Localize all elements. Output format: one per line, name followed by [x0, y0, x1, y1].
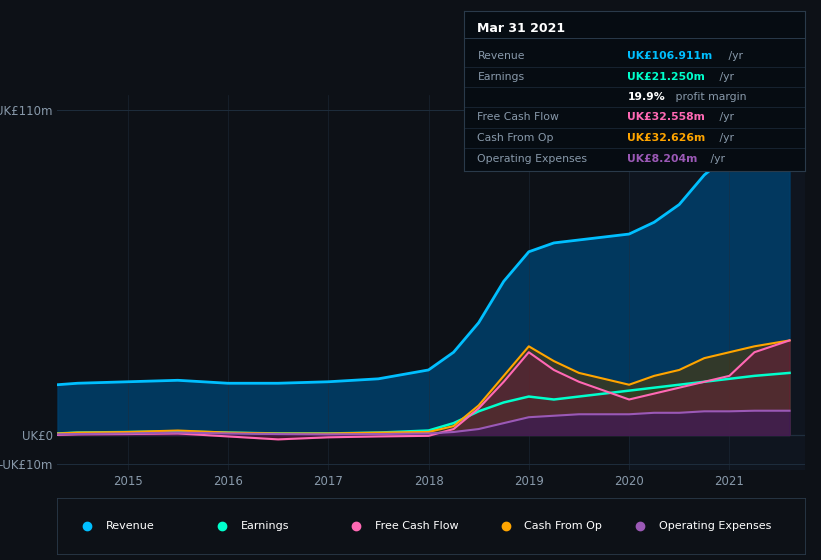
Text: Free Cash Flow: Free Cash Flow [478, 113, 559, 122]
Text: Earnings: Earnings [241, 521, 289, 531]
Text: Earnings: Earnings [478, 72, 525, 82]
Text: UK£8.204m: UK£8.204m [627, 154, 698, 164]
Text: profit margin: profit margin [672, 92, 746, 101]
Text: /yr: /yr [716, 72, 734, 82]
Text: UK£106.911m: UK£106.911m [627, 51, 713, 61]
Text: Revenue: Revenue [478, 51, 525, 61]
Text: Cash From Op: Cash From Op [478, 133, 554, 143]
Text: /yr: /yr [707, 154, 725, 164]
Text: Revenue: Revenue [106, 521, 155, 531]
Text: /yr: /yr [725, 51, 743, 61]
Text: Mar 31 2021: Mar 31 2021 [478, 22, 566, 35]
Text: /yr: /yr [716, 133, 734, 143]
Text: UK£32.626m: UK£32.626m [627, 133, 706, 143]
Text: Operating Expenses: Operating Expenses [478, 154, 588, 164]
Text: UK£21.250m: UK£21.250m [627, 72, 705, 82]
Text: Operating Expenses: Operating Expenses [659, 521, 771, 531]
Text: UK£32.558m: UK£32.558m [627, 113, 705, 122]
Text: /yr: /yr [716, 113, 734, 122]
Text: 19.9%: 19.9% [627, 92, 665, 101]
Bar [629, 95, 805, 470]
Text: Free Cash Flow: Free Cash Flow [375, 521, 459, 531]
Text: Cash From Op: Cash From Op [525, 521, 603, 531]
